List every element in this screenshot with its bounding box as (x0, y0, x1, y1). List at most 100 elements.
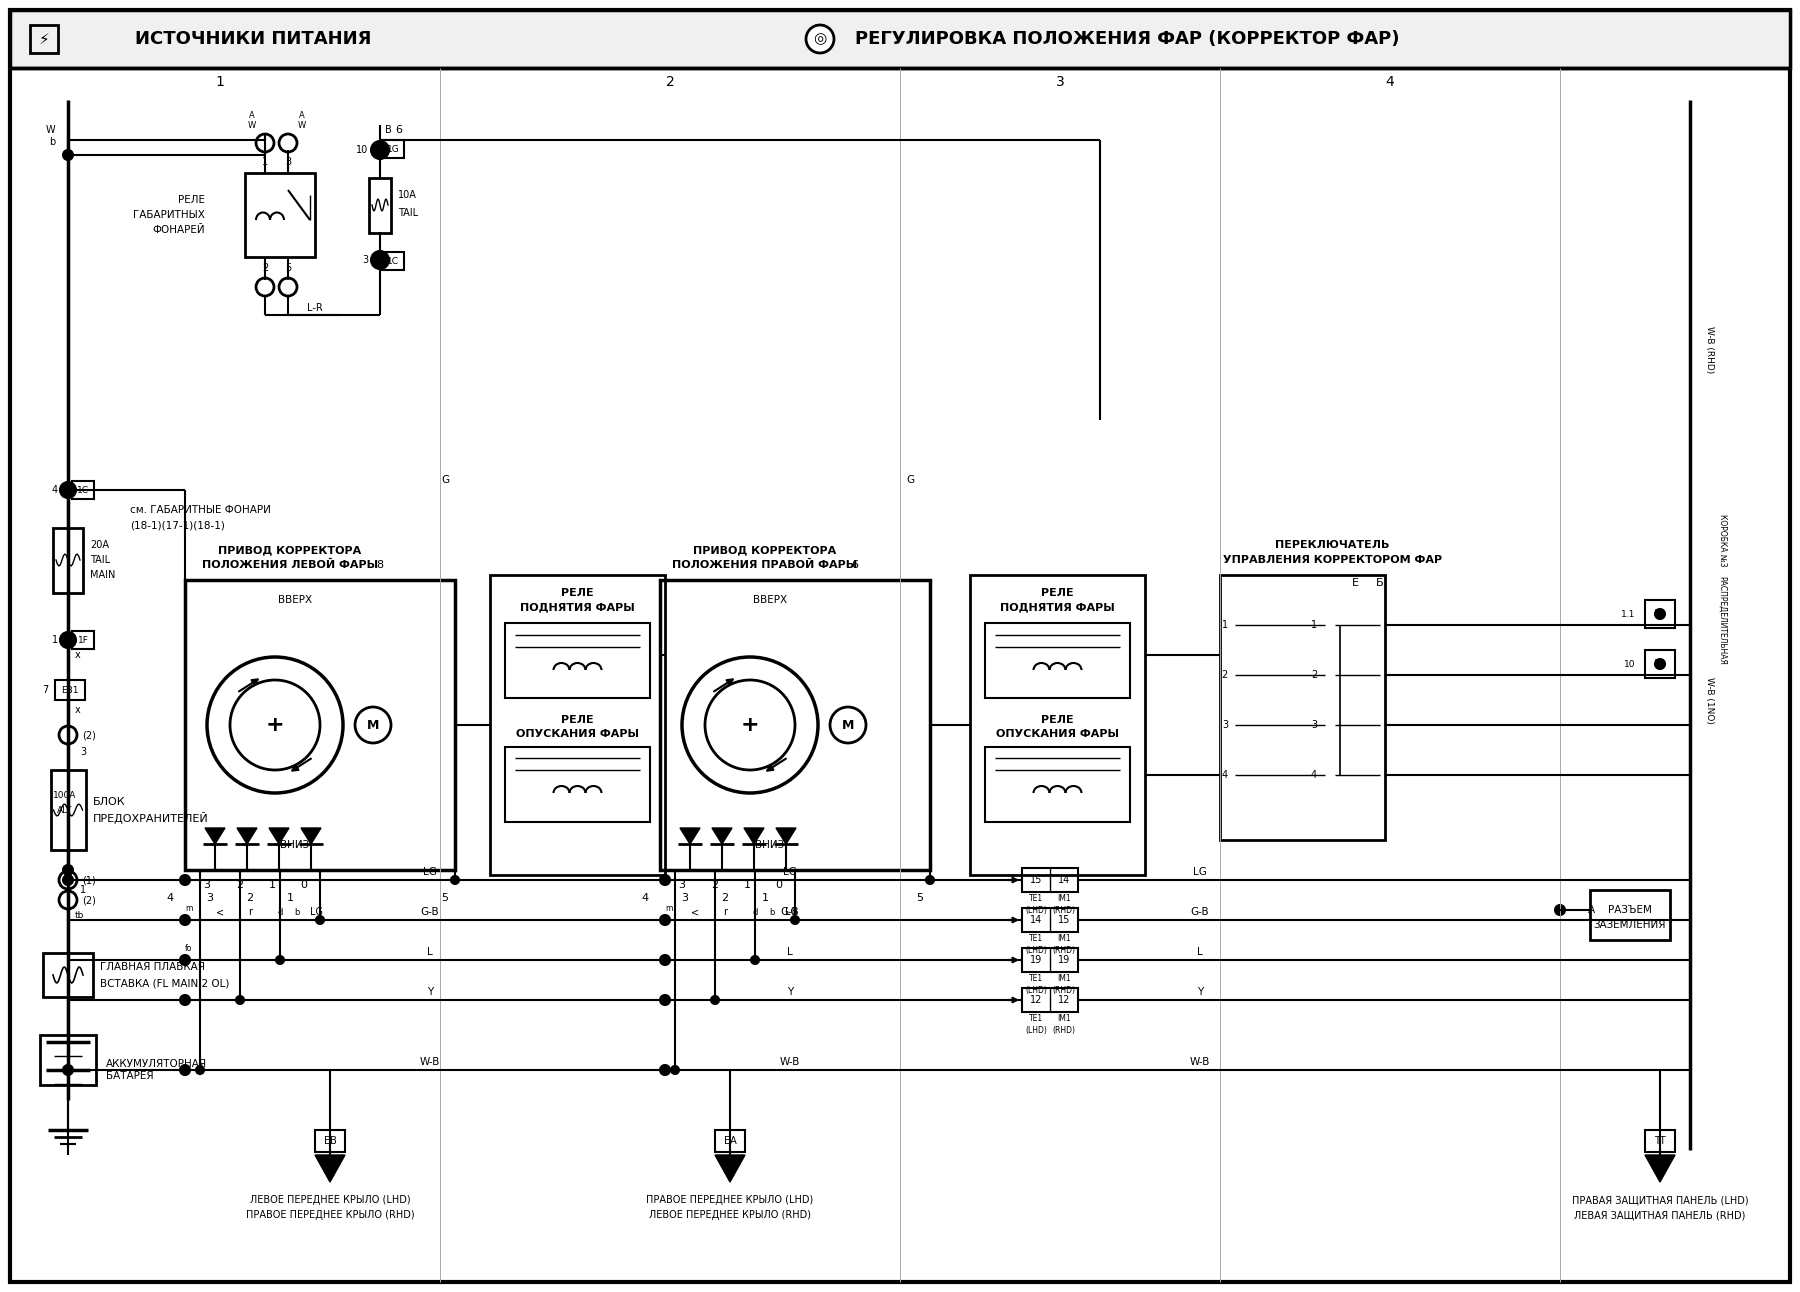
Text: 3: 3 (203, 880, 211, 890)
Circle shape (751, 956, 760, 964)
Text: x: x (76, 650, 81, 660)
Text: 6: 6 (851, 559, 859, 570)
Text: Y: Y (427, 987, 434, 997)
Text: r: r (248, 907, 252, 917)
Text: 12: 12 (1030, 995, 1042, 1005)
Text: ЛЕВАЯ ЗАЩИТНАЯ ПАНЕЛЬ (RHD): ЛЕВАЯ ЗАЩИТНАЯ ПАНЕЛЬ (RHD) (1575, 1211, 1746, 1220)
Circle shape (661, 995, 670, 1005)
Text: Y: Y (787, 987, 794, 997)
Text: ПРИВОД КОРРЕКТОРА: ПРИВОД КОРРЕКТОРА (693, 545, 837, 556)
Text: W-B (1NO): W-B (1NO) (1705, 677, 1714, 724)
Text: 1: 1 (761, 893, 769, 903)
Circle shape (59, 482, 76, 497)
Text: (RHD): (RHD) (1053, 946, 1076, 955)
Text: TE1: TE1 (1030, 934, 1042, 942)
Circle shape (661, 1065, 670, 1075)
Text: ВСТАВКА (FL MAIN 2 OL): ВСТАВКА (FL MAIN 2 OL) (101, 978, 229, 988)
Text: m: m (664, 903, 673, 912)
Text: 1F: 1F (77, 636, 88, 645)
Polygon shape (268, 828, 290, 844)
Circle shape (63, 150, 74, 160)
Text: 100А: 100А (54, 791, 77, 800)
Text: 10: 10 (1654, 659, 1667, 669)
Polygon shape (776, 828, 796, 844)
Polygon shape (715, 1155, 745, 1182)
Text: А: А (1588, 904, 1595, 915)
Text: W: W (297, 120, 306, 129)
Text: L: L (1197, 947, 1202, 957)
Text: 10: 10 (356, 145, 367, 155)
Text: A: A (299, 111, 304, 119)
Circle shape (275, 956, 284, 964)
Text: TE1: TE1 (1030, 973, 1042, 982)
Circle shape (180, 875, 191, 885)
Text: L-R: L-R (308, 304, 322, 313)
Text: (18-1)(17-1)(18-1): (18-1)(17-1)(18-1) (130, 519, 225, 530)
Bar (1022, 868, 1078, 891)
Text: РЕЛЕ: РЕЛЕ (562, 714, 594, 725)
Text: W: W (45, 125, 56, 134)
Text: M: M (367, 718, 380, 731)
Text: E: E (1352, 578, 1359, 588)
Text: 4: 4 (1310, 770, 1318, 780)
Text: ПОДНЯТИЯ ФАРЫ: ПОДНЯТИЯ ФАРЫ (1001, 602, 1114, 612)
Text: +: + (266, 714, 284, 735)
Text: (LHD): (LHD) (1024, 946, 1048, 955)
Text: РЕГУЛИРОВКА ПОЛОЖЕНИЯ ФАР (КОРРЕКТОР ФАР): РЕГУЛИРОВКА ПОЛОЖЕНИЯ ФАР (КОРРЕКТОР ФАР… (855, 30, 1400, 48)
Text: B: B (385, 125, 392, 134)
Text: 1: 1 (1310, 620, 1318, 630)
Text: КОРОБКА №3: КОРОБКА №3 (1717, 514, 1726, 566)
Text: L: L (427, 947, 432, 957)
Text: ПОДНЯТИЯ ФАРЫ: ПОДНЯТИЯ ФАРЫ (520, 602, 635, 612)
Text: ПОЛОЖЕНИЯ ЛЕВОЙ ФАРЫ: ПОЛОЖЕНИЯ ЛЕВОЙ ФАРЫ (202, 559, 378, 570)
Bar (50, 770, 86, 850)
Circle shape (59, 871, 77, 889)
Text: G: G (905, 475, 914, 484)
Text: +: + (740, 714, 760, 735)
Circle shape (180, 995, 191, 1005)
Text: MAIN: MAIN (90, 570, 115, 580)
Text: 4: 4 (52, 484, 58, 495)
Text: fo: fo (185, 943, 193, 952)
Circle shape (1555, 904, 1564, 915)
Bar (1645, 599, 1676, 628)
Text: (LHD): (LHD) (1024, 986, 1048, 995)
Circle shape (279, 134, 297, 152)
Text: A: A (248, 111, 256, 119)
Text: 3: 3 (1310, 720, 1318, 730)
Bar (1220, 575, 1384, 840)
Text: 8: 8 (376, 559, 383, 570)
Text: EB1: EB1 (61, 686, 79, 695)
Text: W-B (RHD): W-B (RHD) (1705, 327, 1714, 373)
Text: ⚡: ⚡ (38, 31, 49, 47)
Text: TAIL: TAIL (90, 556, 110, 565)
Text: 7: 7 (41, 685, 49, 695)
Bar (52, 527, 83, 593)
Text: Б: Б (1377, 578, 1384, 588)
Text: 2: 2 (1222, 671, 1228, 680)
Text: 3: 3 (1055, 75, 1064, 89)
Bar (506, 623, 650, 698)
Text: m: m (185, 903, 193, 912)
Circle shape (1654, 609, 1665, 619)
Circle shape (196, 1066, 203, 1074)
Circle shape (925, 876, 934, 884)
Text: 1: 1 (263, 158, 268, 167)
Text: LG: LG (1193, 867, 1208, 877)
Text: 14: 14 (1030, 915, 1042, 925)
Text: TT: TT (1654, 1136, 1665, 1146)
Bar (985, 747, 1130, 822)
Text: b: b (769, 907, 774, 916)
Text: ЗАЗЕМЛЕНИЯ: ЗАЗЕМЛЕНИЯ (1593, 920, 1667, 930)
Text: (RHD): (RHD) (1053, 906, 1076, 915)
Text: ALT: ALT (58, 805, 72, 814)
Text: ВНИЗ: ВНИЗ (281, 840, 310, 850)
Text: G: G (441, 475, 448, 484)
Circle shape (790, 916, 799, 924)
Text: x: x (76, 705, 81, 714)
Text: (LHD): (LHD) (1024, 906, 1048, 915)
Text: 1.1: 1.1 (1620, 610, 1634, 619)
Text: 1G: 1G (387, 145, 400, 154)
Text: 2: 2 (236, 880, 243, 890)
Text: 12: 12 (1058, 995, 1071, 1005)
